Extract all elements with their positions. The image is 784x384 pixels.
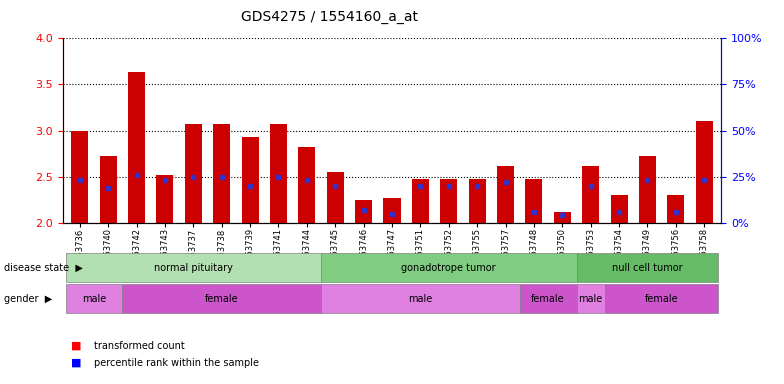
Bar [583,166,599,223]
Text: female: female [645,293,678,304]
Bar [441,179,457,223]
Text: male: male [579,293,603,304]
Bar [327,172,343,223]
Bar [695,121,713,223]
Bar [185,124,201,223]
Text: male: male [408,293,433,304]
Bar [525,179,543,223]
Bar [270,124,287,223]
Bar [497,166,514,223]
Bar [299,147,315,223]
Text: gender  ▶: gender ▶ [4,293,53,304]
Text: ■: ■ [71,358,81,368]
Text: ■: ■ [71,341,81,351]
Text: gonadotrope tumor: gonadotrope tumor [401,263,496,273]
Text: female: female [205,293,238,304]
Bar [412,179,429,223]
Bar [241,137,259,223]
Bar [383,198,401,223]
Bar [554,212,571,223]
Bar [71,131,89,223]
Bar [639,156,656,223]
Bar [469,179,485,223]
Text: male: male [82,293,106,304]
Bar [611,195,628,223]
Bar [100,156,117,223]
Bar [213,124,230,223]
Text: disease state  ▶: disease state ▶ [4,263,83,273]
Text: transformed count: transformed count [94,341,185,351]
Text: percentile rank within the sample: percentile rank within the sample [94,358,259,368]
Text: GDS4275 / 1554160_a_at: GDS4275 / 1554160_a_at [241,10,418,23]
Bar [128,73,145,223]
Text: normal pituitary: normal pituitary [154,263,233,273]
Bar [355,200,372,223]
Text: female: female [532,293,565,304]
Text: null cell tumor: null cell tumor [612,263,683,273]
Bar [667,195,684,223]
Bar [156,175,173,223]
